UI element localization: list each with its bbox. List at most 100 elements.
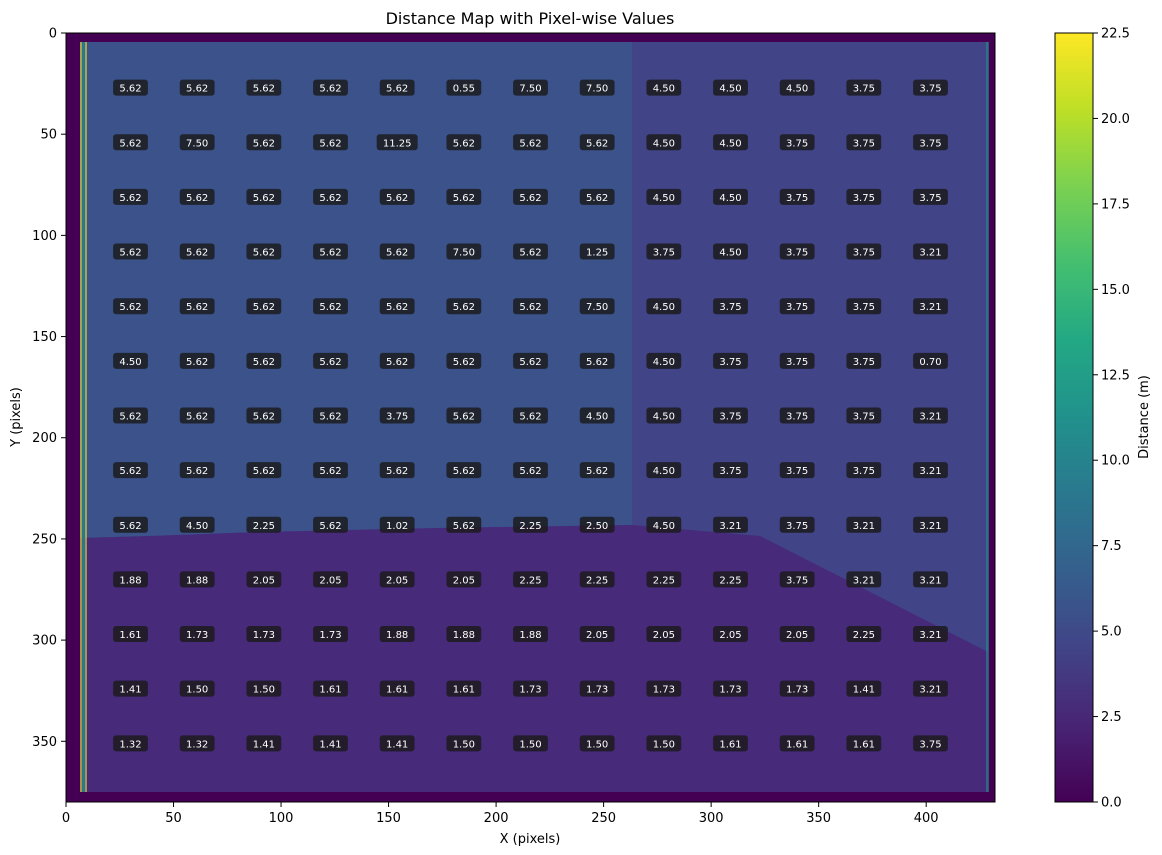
cell-label-box <box>179 735 215 752</box>
cell-label-text: 5.62 <box>253 193 275 204</box>
cell-label-text: 3.21 <box>919 466 941 477</box>
cell-label-text: 4.50 <box>719 193 741 204</box>
cell-label-box <box>313 243 348 260</box>
cell-label-box <box>513 462 548 479</box>
cell-label-box <box>846 516 882 533</box>
cell-value-label: 3.75 <box>913 735 948 752</box>
cell-value-label: 1.41 <box>313 735 348 752</box>
cell-value-label: 5.62 <box>579 188 615 205</box>
cell-label-box <box>513 298 548 315</box>
cell-label-text: 2.25 <box>719 575 741 586</box>
cell-value-label: 5.62 <box>446 462 482 479</box>
cell-label-text: 5.62 <box>319 357 341 368</box>
cell-label-text: 2.05 <box>253 575 275 586</box>
cell-label-box <box>579 462 615 479</box>
cell-label-box <box>113 680 148 697</box>
cell-value-label: 5.62 <box>179 407 215 424</box>
cell-label-box <box>779 188 815 205</box>
cell-label-text: 5.62 <box>186 357 208 368</box>
cell-label-text: 7.50 <box>586 302 608 313</box>
cell-label-box <box>713 407 748 424</box>
cell-value-label: 1.73 <box>313 626 348 643</box>
cell-label-box <box>313 462 348 479</box>
cell-label-text: 3.75 <box>919 84 941 95</box>
cell-label-text: 3.75 <box>719 466 741 477</box>
plot-frame <box>65 32 996 803</box>
cell-label-text: 1.50 <box>586 739 608 750</box>
cell-label-text: 3.75 <box>786 411 808 422</box>
cell-label-box <box>246 735 282 752</box>
cell-label-box <box>513 735 548 752</box>
cell-value-label: 4.50 <box>646 462 682 479</box>
cell-value-label: 5.62 <box>513 134 548 151</box>
cell-value-label: 1.50 <box>513 735 548 752</box>
cell-label-box <box>646 735 682 752</box>
cell-label-box <box>379 188 415 205</box>
cell-value-label: 0.55 <box>446 79 482 96</box>
cell-value-label: 7.50 <box>179 134 215 151</box>
cell-value-label: 2.25 <box>513 516 548 533</box>
cell-value-label: 1.73 <box>246 626 282 643</box>
cell-label-box <box>913 188 948 205</box>
cell-value-label: 1.41 <box>113 680 148 697</box>
cell-label-box <box>779 571 815 588</box>
cell-label-box <box>113 516 148 533</box>
cell-label-box <box>379 352 415 369</box>
cell-label-box <box>313 571 348 588</box>
cell-value-label: 5.62 <box>113 407 148 424</box>
cell-value-label: 3.75 <box>779 407 815 424</box>
cell-label-text: 5.62 <box>186 466 208 477</box>
cell-label-text: 1.73 <box>319 630 341 641</box>
cell-label-text: 5.62 <box>453 466 475 477</box>
cell-value-label: 7.50 <box>579 79 615 96</box>
cell-label-box <box>246 243 282 260</box>
x-tick-label: 300 <box>699 811 724 826</box>
cell-label-text: 5.62 <box>586 138 608 149</box>
cell-value-label: 3.75 <box>646 243 682 260</box>
cell-value-label: 3.75 <box>846 79 882 96</box>
cell-label-text: 5.62 <box>253 411 275 422</box>
cell-label-text: 5.62 <box>119 302 141 313</box>
cell-label-box <box>913 134 948 151</box>
cell-label-box <box>113 352 148 369</box>
cell-label-box <box>646 516 682 533</box>
cell-value-label: 4.50 <box>113 352 148 369</box>
cell-label-text: 3.75 <box>853 248 875 259</box>
cell-label-box <box>446 680 482 697</box>
colorbar-tick-label: 22.5 <box>1101 27 1130 42</box>
cell-label-box <box>913 462 948 479</box>
cell-label-text: 3.75 <box>919 138 941 149</box>
cell-value-label: 3.75 <box>913 134 948 151</box>
cell-label-text: 7.50 <box>186 138 208 149</box>
cell-label-text: 2.05 <box>719 630 741 641</box>
y-tick-label: 300 <box>32 634 57 649</box>
colorbar-tick-label: 17.5 <box>1101 197 1130 212</box>
cell-value-label: 1.88 <box>379 626 415 643</box>
cell-label-box <box>246 680 282 697</box>
cell-value-label: 1.73 <box>579 680 615 697</box>
cell-label-text: 1.41 <box>253 739 275 750</box>
cell-label-text: 5.62 <box>519 357 541 368</box>
y-tick-label: 50 <box>40 128 57 143</box>
cell-label-text: 4.50 <box>186 521 208 532</box>
cell-label-box <box>513 626 548 643</box>
cell-label-box <box>246 516 282 533</box>
y-tick-label: 250 <box>32 532 57 547</box>
cell-label-box <box>379 516 415 533</box>
cell-value-label: 1.50 <box>579 735 615 752</box>
cell-value-label: 5.62 <box>379 298 415 315</box>
cell-label-box <box>246 352 282 369</box>
cell-label-text: 1.41 <box>119 685 141 696</box>
cell-label-box <box>513 571 548 588</box>
cell-label-box <box>713 352 748 369</box>
cell-value-label: 2.25 <box>713 571 748 588</box>
cell-label-box <box>713 462 748 479</box>
x-tick-label: 100 <box>269 811 294 826</box>
cell-value-label: 3.75 <box>779 571 815 588</box>
cell-label-box <box>446 134 482 151</box>
cell-value-label: 5.62 <box>579 352 615 369</box>
cell-label-text: 5.62 <box>319 411 341 422</box>
cell-label-box <box>913 626 948 643</box>
cell-value-label: 3.21 <box>713 516 748 533</box>
cell-label-text: 2.25 <box>253 521 275 532</box>
